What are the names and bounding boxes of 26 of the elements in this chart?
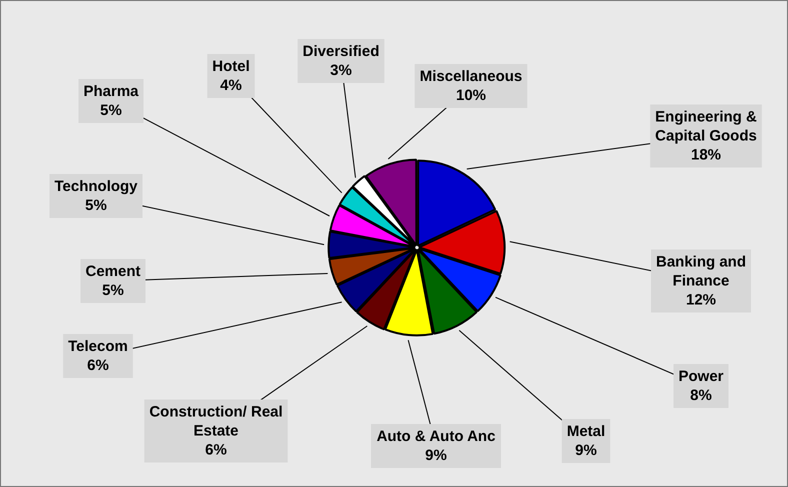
slice-label: Cement: [85, 263, 141, 280]
data-label: 10%: [456, 87, 486, 104]
data-label: 8%: [690, 387, 712, 404]
data-label: 6%: [87, 357, 109, 374]
data-label: 12%: [686, 292, 716, 309]
data-label: 4%: [220, 77, 242, 94]
data-label: 3%: [330, 62, 352, 80]
data-label: 5%: [100, 102, 122, 120]
data-label: 5%: [85, 197, 107, 214]
slice-label: Auto & Auto Anc: [376, 428, 496, 446]
slice-label: Miscellaneous: [420, 68, 522, 86]
slice-label: Metal: [566, 423, 606, 440]
slice-label: Technology: [54, 178, 138, 196]
slice-label: Telecom: [68, 338, 128, 356]
data-label: 18%: [690, 146, 722, 164]
data-label: 5%: [102, 282, 124, 300]
data-label: 9%: [575, 442, 597, 460]
slice-label: Engineering & Capital Goods: [655, 108, 757, 145]
slice-label: Diversified: [302, 43, 380, 60]
data-label: 6%: [205, 442, 227, 459]
slice-label: Construction/ Real Estate: [149, 404, 283, 440]
slice-label: Pharma: [83, 83, 140, 100]
slice-label: Banking and Finance: [656, 254, 746, 290]
slice-label: Power: [678, 368, 724, 386]
slice-label: Hotel: [212, 58, 250, 76]
data-label: 9%: [425, 447, 447, 464]
